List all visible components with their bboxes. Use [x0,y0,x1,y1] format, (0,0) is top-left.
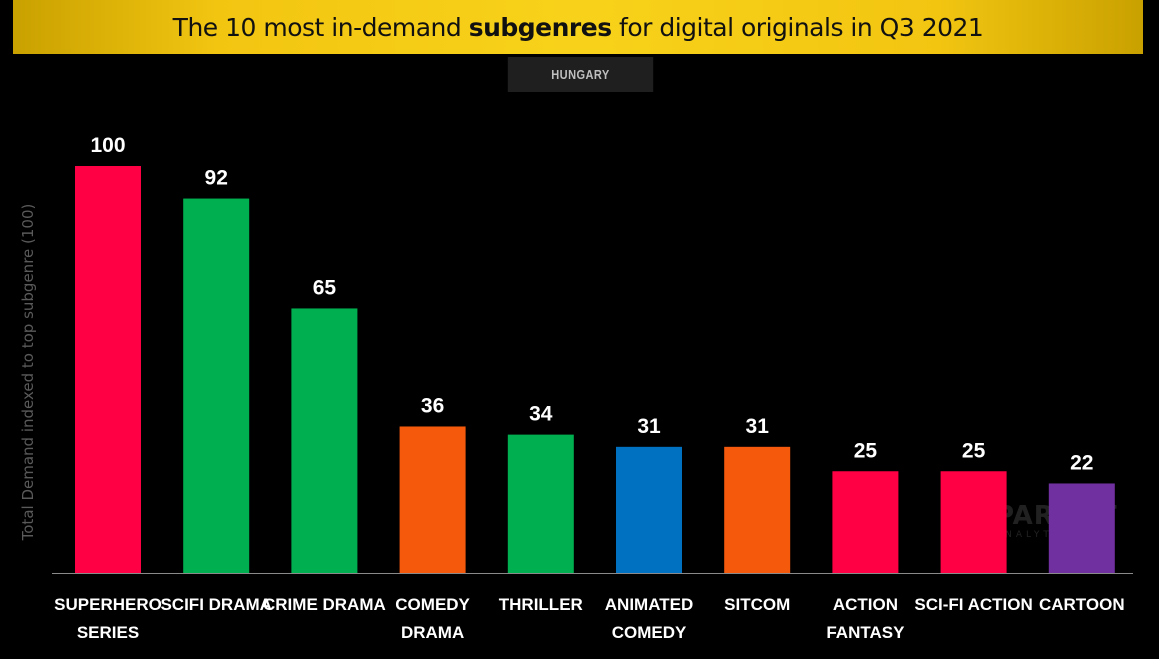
chart-title: The 10 most in-demand subgenres for digi… [173,13,984,42]
category-label-0: SUPERHERO SERIES [54,595,162,642]
category-label-4: THRILLER [499,595,583,614]
category-label-3: COMEDY DRAMA [395,595,470,642]
data-label-7: 25 [854,439,878,462]
data-label-2: 65 [313,276,337,299]
category-label-5: ANIMATED COMEDY [605,595,693,642]
bar-6 [724,446,791,573]
category-label-9: CARTOON [1039,595,1125,614]
data-label-1: 92 [205,167,228,190]
title-bold: subgenres [468,12,612,42]
data-label-3: 36 [421,394,444,417]
category-label-2: CRIME DRAMA [263,595,386,614]
bar-7 [832,471,899,573]
bar-9 [1048,483,1115,573]
title-suffix: for digital originals in Q3 2021 [611,12,984,42]
data-label-5: 31 [637,415,661,438]
data-label-6: 31 [746,415,770,438]
data-label-0: 100 [90,134,125,157]
title-prefix: The 10 most in-demand [172,12,469,42]
bar-2 [291,308,358,573]
bar-8 [940,471,1007,573]
data-label-8: 25 [962,439,986,462]
category-label-1: SCIFI DRAMA [160,595,271,614]
bar-3 [399,426,466,573]
category-label-7: ACTION FANTASY [826,595,905,642]
category-label-8: SCI-FI ACTION [914,595,1032,614]
data-label-9: 22 [1070,451,1093,474]
bar-4 [507,434,574,573]
bar-1 [183,198,250,573]
bar-0 [75,166,141,573]
title-banner: The 10 most in-demand subgenres for digi… [13,0,1143,54]
bar-5 [616,446,682,573]
category-label-6: SITCOM [724,595,790,614]
data-label-4: 34 [529,403,553,426]
region-tab[interactable]: HUNGARY [507,57,654,92]
